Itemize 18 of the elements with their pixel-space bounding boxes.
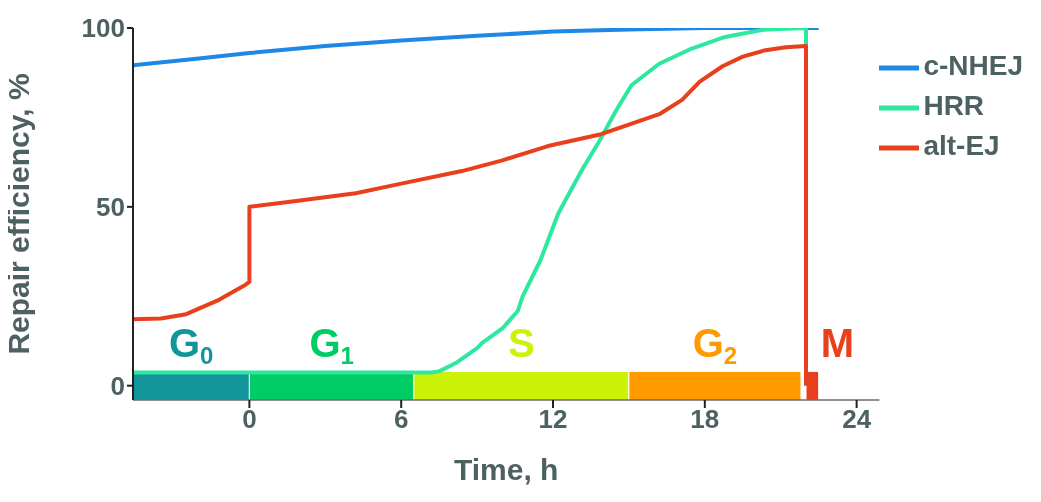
y-tick-label: 0 (110, 370, 125, 401)
line-series (133, 28, 821, 68)
x-tick-label: 12 (538, 404, 568, 435)
band-label: G$_{1}$ (309, 321, 354, 370)
band-label: S (508, 321, 535, 366)
x-tick-label: 18 (690, 404, 720, 435)
band-label: G$_{2}$ (692, 321, 738, 370)
y-tick-label: 100 (81, 13, 125, 44)
x-axis-title: Time, h (453, 453, 559, 486)
x-tick-label: 0 (242, 404, 257, 435)
legend-label: c-NHEJ (923, 50, 1023, 82)
legend-label: alt-EJ (923, 130, 1000, 162)
y-tick-label: 50 (96, 192, 125, 223)
legend-label: HRR (923, 90, 985, 122)
band-label: M (820, 321, 855, 366)
x-tick-label: 24 (842, 404, 872, 435)
band-label: G$_{0}$ (168, 321, 214, 370)
x-tick-label: 6 (393, 404, 409, 435)
